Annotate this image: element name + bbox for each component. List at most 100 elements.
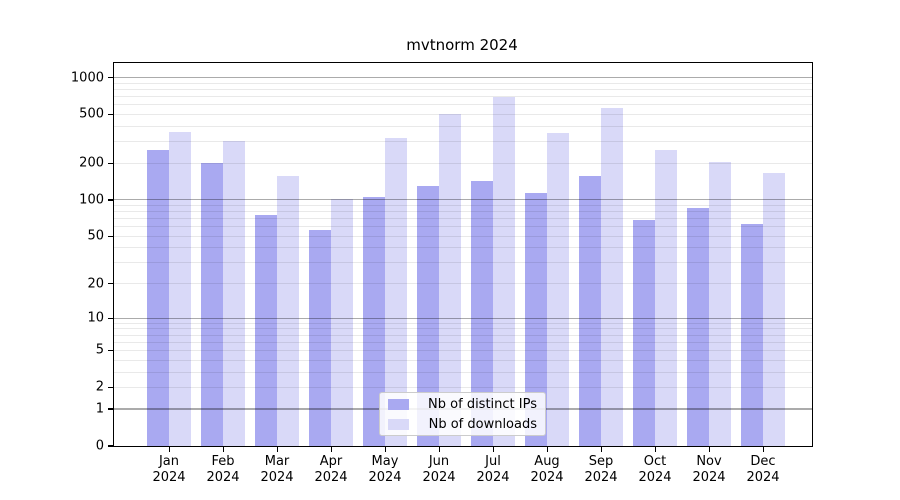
bar-downloads-jun <box>439 113 461 446</box>
y-tick-label-100: 100 <box>79 192 104 208</box>
x-tick-label-aug: Aug 2024 <box>530 454 564 485</box>
y-tick <box>107 235 113 237</box>
x-tick-label-apr: Apr 2024 <box>314 454 348 485</box>
gridline-minor <box>114 82 812 84</box>
bar-distinct-ips-mar <box>255 215 277 446</box>
x-tick-label-jul: Jul 2024 <box>476 454 510 485</box>
plot-area: 0 1 2 5 10 20 50 100 200 500 1000 Jan 2024 Feb 2024 M… <box>71 62 813 485</box>
bar-downloads-apr <box>331 198 353 446</box>
bar-distinct-ips-jul <box>471 180 493 446</box>
bar-distinct-ips-apr <box>309 230 331 446</box>
bar-downloads-aug <box>547 132 569 446</box>
gridline-minor <box>114 88 812 90</box>
gridline-minor <box>114 204 812 206</box>
y-tick-label-50: 50 <box>87 228 104 244</box>
bar-distinct-ips-aug <box>525 193 547 446</box>
chart-title: mvtnorm 2024 <box>406 36 518 54</box>
x-tick-label-jun: Jun 2024 <box>422 454 456 485</box>
y-tick <box>107 162 113 164</box>
bar-downloads-jan <box>169 131 191 446</box>
x-tick <box>762 447 764 452</box>
y-tick-label-5: 5 <box>95 342 104 358</box>
x-tick <box>600 447 602 452</box>
x-tick-label-mar: Mar 2024 <box>260 454 294 485</box>
y-tick-label-200: 200 <box>79 155 104 171</box>
gridline-minor <box>114 349 812 351</box>
legend-label-downloads: Nb of downloads <box>428 416 537 432</box>
bar-distinct-ips-oct <box>633 220 655 446</box>
x-tick-label-oct: Oct 2024 <box>638 454 672 485</box>
x-tick <box>222 447 224 452</box>
x-tick <box>546 447 548 452</box>
y-tick-label-1000: 1000 <box>70 70 104 86</box>
x-tick-label-may: May 2024 <box>368 454 402 485</box>
gridline-minor <box>114 235 812 237</box>
bar-distinct-ips-jun <box>417 186 439 446</box>
x-tick <box>438 447 440 452</box>
x-tick-label-dec: Dec 2024 <box>746 454 780 485</box>
y-tick-label-0: 0 <box>95 438 104 454</box>
x-tick-label-sep: Sep 2024 <box>584 454 618 485</box>
x-tick <box>276 447 278 452</box>
y-tick <box>107 408 113 410</box>
bar-distinct-ips-sep <box>579 175 601 446</box>
x-tick-label-jan: Jan 2024 <box>152 454 186 485</box>
gridline-minor <box>114 96 812 98</box>
bar-downloads-dec <box>763 172 785 446</box>
gridline-minor <box>114 334 812 336</box>
gridline-minor <box>114 141 812 143</box>
bar-downloads-feb <box>223 141 245 446</box>
y-tick <box>107 445 113 447</box>
bar-downloads-sep <box>601 108 623 446</box>
bar-downloads-oct <box>655 149 677 446</box>
gridline-minor <box>114 322 812 324</box>
gridline-minor <box>114 218 812 220</box>
gridline-minor <box>114 262 812 264</box>
x-tick <box>492 447 494 452</box>
y-tick-label-20: 20 <box>87 276 104 292</box>
gridline-minor <box>114 162 812 164</box>
gridline-minor <box>114 211 812 213</box>
y-tick <box>107 76 113 79</box>
y-tick-label-1: 1 <box>95 401 104 417</box>
bar-distinct-ips-feb <box>201 163 223 446</box>
legend-item-downloads: Nb of downloads <box>388 416 537 433</box>
gridline-minor <box>114 283 812 285</box>
x-tick-label-feb: Feb 2024 <box>206 454 240 485</box>
bar-distinct-ips-may <box>363 197 385 446</box>
legend-swatch-downloads-icon <box>388 418 409 430</box>
x-tick <box>654 447 656 452</box>
bar-downloads-jul <box>493 97 515 446</box>
y-tick-label-500: 500 <box>79 106 104 122</box>
gridline-minor <box>114 113 812 115</box>
x-tick <box>168 447 170 452</box>
gridline-minor <box>114 371 812 373</box>
bar-downloads-nov <box>709 162 731 446</box>
legend-swatch-distinct-ips-icon <box>388 398 409 410</box>
gridline-minor <box>114 359 812 361</box>
gridline-minor <box>114 104 812 106</box>
bar-downloads-may <box>385 137 407 446</box>
gridline-minor <box>114 328 812 330</box>
y-tick-label-2: 2 <box>95 379 104 395</box>
y-tick <box>107 317 113 319</box>
gridline-major <box>114 199 812 201</box>
bar-downloads-mar <box>277 176 299 446</box>
x-tick <box>708 447 710 452</box>
bar-distinct-ips-jan <box>147 150 169 446</box>
x-tick <box>330 447 332 452</box>
gridline-minor <box>114 341 812 343</box>
gridline-minor <box>114 247 812 249</box>
gridline-minor <box>114 226 812 228</box>
y-tick <box>107 386 113 389</box>
x-tick-label-nov: Nov 2024 <box>692 454 726 485</box>
bar-distinct-ips-nov <box>687 208 709 446</box>
legend-item-distinct-ips: Nb of distinct IPs <box>388 396 537 413</box>
bar-distinct-ips-dec <box>741 224 763 446</box>
y-tick <box>107 283 113 285</box>
gridline-major <box>114 76 812 79</box>
y-tick <box>107 113 113 116</box>
gridline-major <box>114 317 812 319</box>
gridline-minor <box>114 386 812 388</box>
